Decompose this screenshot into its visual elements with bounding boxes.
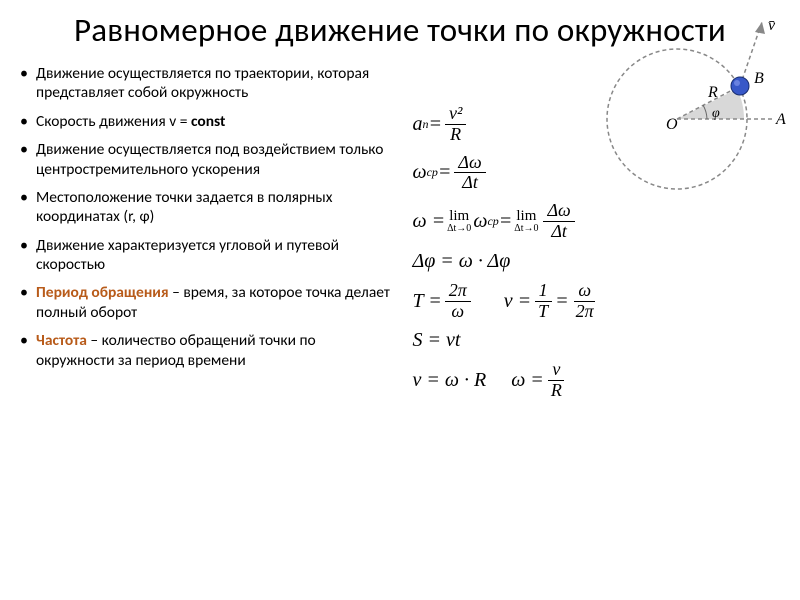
ball-highlight	[734, 80, 740, 86]
list-item: Частота – количество обращений точки по …	[18, 331, 397, 370]
sym: ω	[473, 210, 487, 233]
label-B: B	[754, 70, 764, 87]
den: R	[547, 381, 566, 401]
formulas-block: an = v²R ωср = ΔωΔt ω = limΔt→0 ωср = li…	[412, 104, 600, 409]
list-item: Скорость движения v = const	[18, 112, 397, 131]
formula-omega-avg: ωср = ΔωΔt	[412, 153, 600, 194]
fraction: v²R	[445, 104, 466, 145]
sym: T =	[412, 290, 441, 313]
sym: v = ω · R	[412, 369, 486, 392]
bullet-text: Движение характеризуется угловой и путев…	[36, 236, 339, 274]
num: ω	[574, 281, 595, 302]
eq: =	[438, 161, 452, 184]
sym: a	[412, 113, 422, 136]
right-column: O A B R φ v̄ an = v²R ωср = ΔωΔt ω = lim…	[407, 64, 782, 379]
lim: limΔt→0	[514, 210, 538, 233]
den: Δt	[458, 173, 482, 193]
fraction: vR	[547, 360, 566, 401]
sub: ср	[427, 165, 438, 180]
sym: S = vt	[412, 329, 460, 352]
num: v	[548, 360, 564, 381]
point-ball	[731, 77, 749, 95]
num: Δω	[543, 201, 574, 222]
label-O: O	[666, 116, 678, 133]
list-item: Движение осуществляется по траектории, к…	[18, 64, 397, 103]
content-area: Движение осуществляется по траектории, к…	[0, 64, 800, 379]
formula-T-nu: T = 2πω ν = 1T = ω2π	[412, 281, 600, 322]
sym: ω =	[412, 210, 445, 233]
den: 2π	[572, 302, 598, 322]
eq: =	[555, 290, 569, 313]
lim-sub: Δt→0	[514, 224, 538, 233]
fraction: 1T	[534, 281, 552, 322]
fraction: ΔωΔt	[543, 201, 574, 242]
fraction: ΔωΔt	[454, 153, 485, 194]
den: T	[534, 302, 552, 322]
sym: ω =	[511, 369, 544, 392]
label-A: A	[775, 111, 786, 128]
formula-dphi: Δφ = ω · Δφ	[412, 250, 600, 273]
sym: ω	[412, 161, 426, 184]
fraction: 2πω	[445, 281, 471, 322]
sym: Δφ = ω · Δφ	[412, 250, 510, 273]
label-phi: φ	[712, 106, 720, 121]
bullet-text: Движение осуществляется под воздействием…	[36, 140, 383, 178]
lim-sub: Δt→0	[447, 224, 471, 233]
num: 2π	[445, 281, 471, 302]
arrow-head	[755, 22, 765, 34]
bullet-text: Движение осуществляется по траектории, к…	[36, 64, 369, 102]
formula-an: an = v²R	[412, 104, 600, 145]
sym: ν =	[504, 290, 531, 313]
bullet-text: Скорость движения v =	[36, 112, 191, 131]
list-item: Период обращения – время, за которое точ…	[18, 283, 397, 322]
bullet-list: Движение осуществляется по траектории, к…	[18, 64, 397, 370]
formula-omega-lim: ω = limΔt→0 ωср = limΔt→0 ΔωΔt	[412, 201, 600, 242]
num: Δω	[454, 153, 485, 174]
label-v: v̄	[768, 17, 776, 34]
lim-text: lim	[516, 210, 536, 224]
bullet-text: Местоположение точки задается в полярных…	[36, 188, 332, 226]
den: ω	[447, 302, 468, 322]
bullet-bold: const	[191, 112, 225, 131]
list-item: Местоположение точки задается в полярных…	[18, 188, 397, 227]
list-item: Движение характеризуется угловой и путев…	[18, 236, 397, 275]
num: v²	[445, 104, 466, 125]
list-item: Движение осуществляется под воздействием…	[18, 140, 397, 179]
lim-text: lim	[449, 210, 469, 224]
formula-v-omega: v = ω · R ω = vR	[412, 360, 600, 401]
eq: =	[499, 210, 513, 233]
sub: ср	[487, 214, 498, 229]
den: R	[446, 125, 465, 145]
label-R: R	[707, 84, 718, 101]
fraction: ω2π	[572, 281, 598, 322]
den: Δt	[547, 222, 571, 242]
formula-S: S = vt	[412, 329, 600, 352]
num: 1	[535, 281, 552, 302]
bullet-highlight: Период обращения	[36, 283, 169, 302]
lim: limΔt→0	[447, 210, 471, 233]
bullet-highlight: Частота	[36, 331, 87, 350]
bullet-list-container: Движение осуществляется по траектории, к…	[18, 64, 407, 379]
eq: =	[428, 113, 442, 136]
